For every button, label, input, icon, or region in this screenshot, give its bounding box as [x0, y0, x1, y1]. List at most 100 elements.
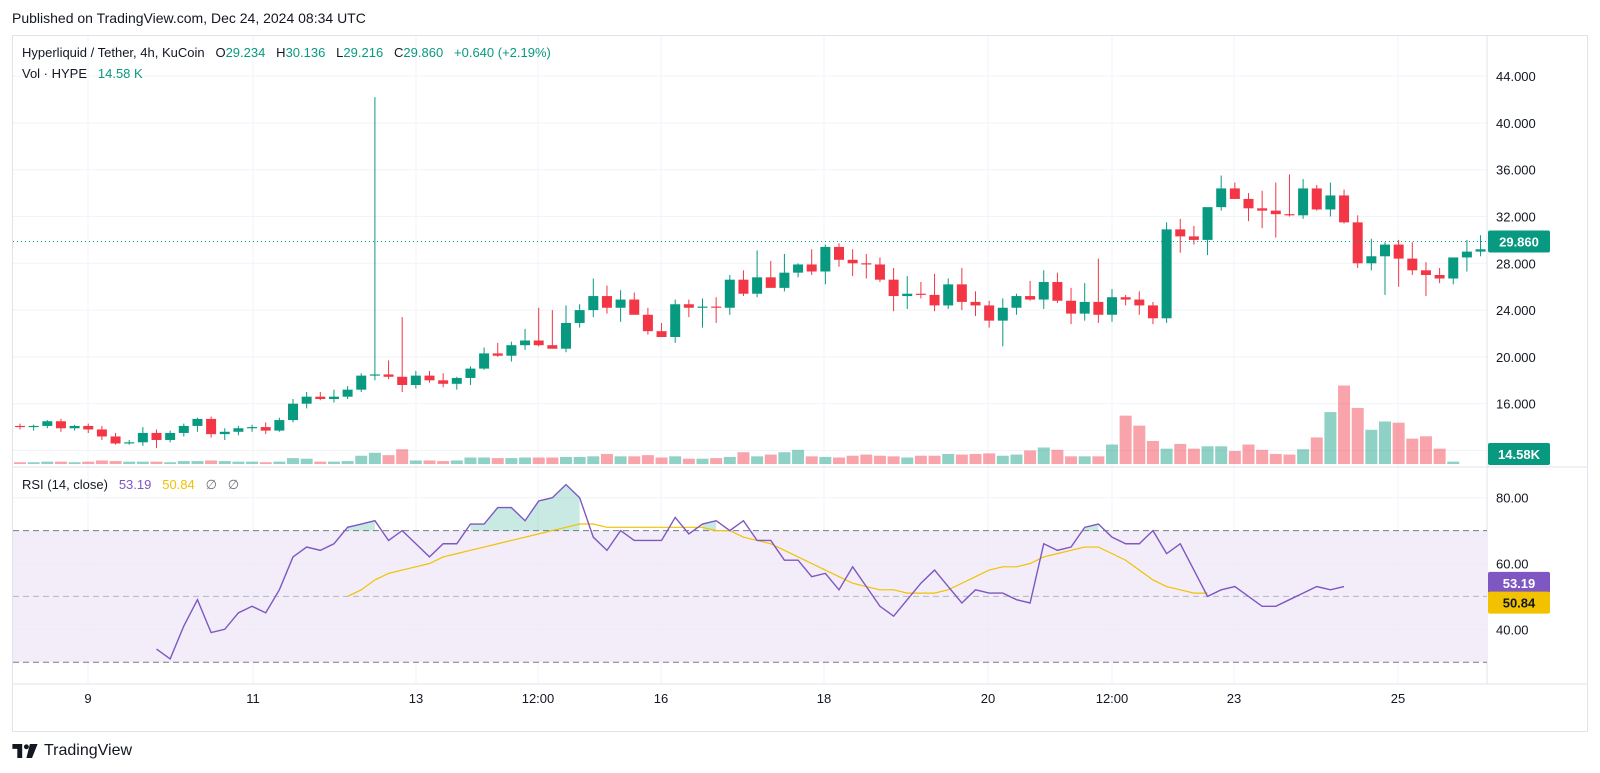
candle [151, 429, 162, 449]
volume-bar [969, 453, 982, 464]
volume-bar [1242, 444, 1255, 464]
symbol-title[interactable]: Hyperliquid / Tether, 4h, KuCoin [22, 45, 205, 60]
volume-bar [696, 458, 709, 464]
candle-body [806, 264, 817, 272]
candle [1407, 242, 1418, 275]
candle-body [247, 427, 258, 429]
volume-bar [764, 454, 777, 464]
footer-brand[interactable]: TradingView [12, 742, 132, 760]
candle-body [547, 345, 558, 349]
volume-bar [682, 458, 695, 464]
volume-legend: Vol · HYPE 14.58 K [22, 66, 143, 81]
rsi-overbought-fill [1084, 524, 1099, 531]
volume-bar [14, 462, 26, 464]
time-tick-label: 11 [246, 691, 260, 706]
candle [765, 260, 776, 288]
volume-bar [300, 458, 313, 464]
candle-body [1434, 275, 1445, 279]
volume-bar [423, 460, 436, 464]
candle-body [1038, 282, 1049, 300]
candle-body [438, 380, 449, 384]
candle [1107, 289, 1117, 322]
candle [642, 307, 653, 335]
candle [1147, 301, 1158, 325]
candle [369, 97, 380, 381]
candle-body [656, 331, 667, 338]
candle [1120, 294, 1131, 306]
candle [1079, 283, 1090, 321]
tradingview-logo-icon [12, 744, 38, 758]
candle-body [206, 418, 217, 435]
volume-bar [587, 456, 600, 464]
candle [793, 263, 804, 278]
candle [1243, 193, 1254, 222]
candle-body [533, 340, 544, 346]
rsi-title[interactable]: RSI (14, close) [22, 477, 108, 492]
candle [752, 250, 763, 298]
candle-body [793, 264, 804, 273]
candle-body [1202, 207, 1213, 240]
candle [178, 423, 189, 437]
candle [711, 297, 722, 323]
volume-bar [1133, 425, 1146, 464]
candle [1284, 174, 1295, 217]
volume-label[interactable]: Vol · HYPE [22, 66, 88, 81]
price-tick-label: 36.000 [1496, 163, 1536, 178]
candle [137, 427, 148, 446]
candle-body [42, 421, 53, 426]
candle [943, 278, 954, 309]
candle [1325, 182, 1336, 217]
volume-bar [819, 456, 832, 464]
high-value: 30.136 [285, 45, 326, 60]
price-tick-label: 32.000 [1496, 210, 1536, 225]
volume-bar [1065, 456, 1078, 464]
candle-body [1407, 258, 1418, 271]
candle [1216, 175, 1227, 211]
volume-bar [655, 457, 668, 464]
candle-body [301, 396, 312, 404]
candle-body [28, 425, 39, 428]
candle-body [629, 299, 640, 315]
volume-bar [54, 461, 67, 464]
candle [1393, 239, 1404, 287]
rsi-line [156, 483, 1345, 660]
close-label: C [394, 45, 404, 60]
volume-bar [150, 461, 163, 464]
price-badge: 29.860 [1488, 230, 1550, 253]
candle-body [342, 389, 353, 397]
candle [342, 386, 353, 400]
candle-body [1380, 244, 1390, 257]
candle-body [888, 279, 899, 297]
candle [465, 366, 476, 385]
volume-bar [450, 460, 463, 464]
candle [1175, 218, 1186, 253]
candle-body [110, 436, 121, 444]
volume-bar [532, 457, 545, 464]
candle [861, 253, 872, 279]
candle-body [588, 296, 599, 311]
time-tick-label: 12:00 [1096, 691, 1129, 706]
volume-bar [1187, 448, 1200, 464]
candle-body [1311, 188, 1322, 210]
candle [1461, 239, 1472, 272]
candle-body [465, 368, 476, 378]
candle [233, 425, 244, 436]
volume-bar [355, 455, 368, 464]
candle-body [752, 277, 763, 294]
candle [192, 417, 203, 432]
volume-bar [1078, 456, 1091, 464]
candle-body [397, 376, 408, 385]
candle-layer [13, 97, 1500, 449]
volume-value: 14.58 K [97, 66, 143, 81]
volume-bar [478, 457, 491, 464]
candle-body [738, 279, 749, 294]
candle-body [1161, 229, 1172, 319]
candle-body [83, 425, 94, 430]
candle [1475, 235, 1486, 257]
volume-bar [600, 453, 613, 464]
volume-bar [914, 455, 927, 464]
volume-bar [1283, 454, 1296, 464]
candle [1311, 184, 1322, 211]
price-tick-label: 28.000 [1496, 256, 1536, 271]
